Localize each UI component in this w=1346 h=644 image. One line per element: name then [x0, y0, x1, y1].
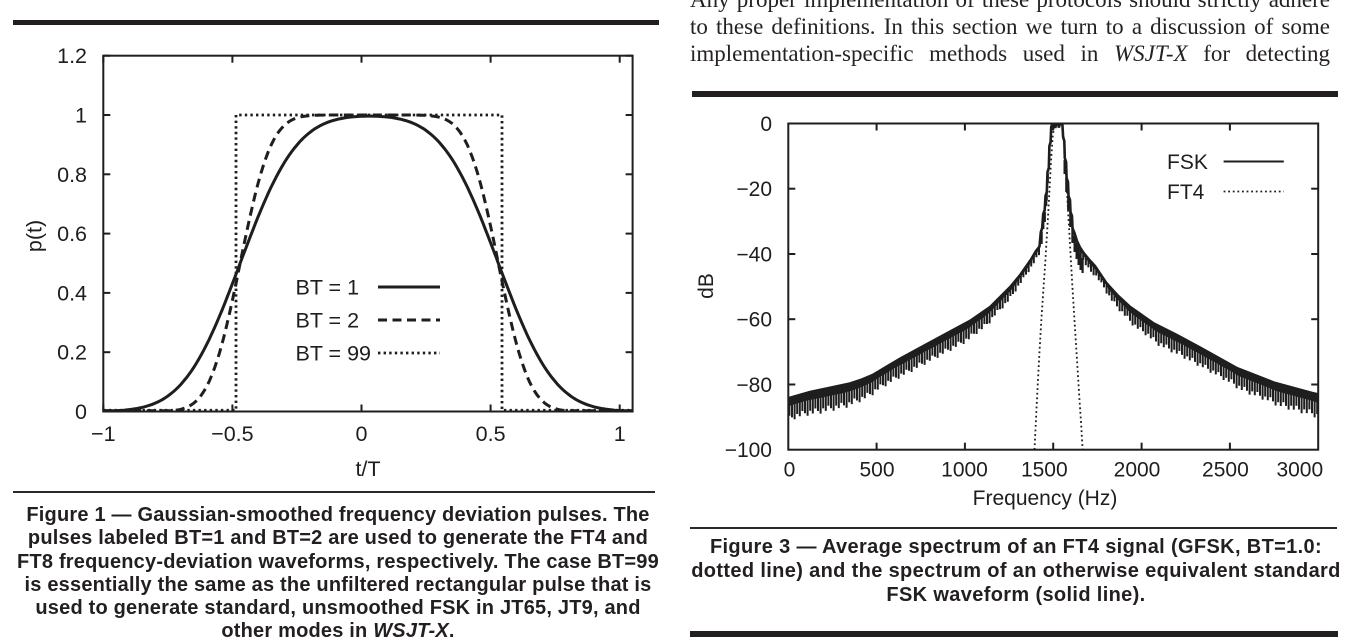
svg-text:BT = 1: BT = 1 — [296, 276, 360, 300]
svg-text:0.8: 0.8 — [57, 163, 87, 187]
svg-text:1: 1 — [614, 422, 626, 446]
svg-text:−100: −100 — [725, 439, 772, 462]
svg-text:0.6: 0.6 — [57, 222, 87, 246]
svg-text:Frequency (Hz): Frequency (Hz) — [973, 487, 1118, 510]
svg-text:1000: 1000 — [941, 459, 988, 482]
svg-text:0.2: 0.2 — [57, 341, 87, 365]
svg-text:0.5: 0.5 — [476, 422, 506, 446]
svg-text:2000: 2000 — [1114, 459, 1161, 482]
svg-text:0: 0 — [75, 400, 87, 424]
svg-text:−20: −20 — [736, 178, 772, 201]
svg-text:−60: −60 — [736, 309, 772, 332]
svg-text:3000: 3000 — [1276, 459, 1323, 482]
svg-text:0.4: 0.4 — [57, 281, 87, 305]
svg-text:0: 0 — [784, 459, 796, 482]
svg-text:500: 500 — [859, 459, 894, 482]
svg-text:BT = 99: BT = 99 — [296, 342, 372, 366]
svg-text:dB: dB — [695, 273, 718, 299]
svg-text:2500: 2500 — [1202, 459, 1249, 482]
svg-text:1500: 1500 — [1021, 459, 1068, 482]
svg-text:FT4: FT4 — [1167, 181, 1205, 204]
svg-text:p(t): p(t) — [22, 220, 46, 252]
svg-text:BT = 2: BT = 2 — [296, 309, 360, 333]
svg-text:1: 1 — [75, 104, 87, 128]
svg-text:−80: −80 — [736, 374, 772, 397]
svg-text:−1: −1 — [91, 422, 116, 446]
svg-text:−0.5: −0.5 — [211, 422, 253, 446]
svg-text:0: 0 — [356, 422, 368, 446]
svg-text:0: 0 — [760, 113, 772, 136]
svg-text:FSK: FSK — [1167, 151, 1208, 174]
svg-text:1.2: 1.2 — [57, 44, 87, 68]
svg-text:−40: −40 — [736, 244, 772, 267]
svg-text:t/T: t/T — [355, 457, 380, 481]
